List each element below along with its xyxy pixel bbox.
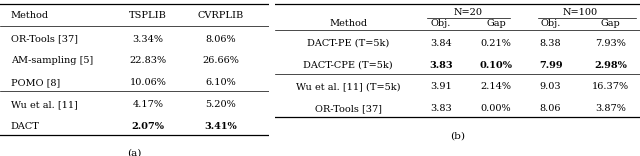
Text: 0.10%: 0.10% [479, 61, 513, 70]
Text: OR-Tools [37]: OR-Tools [37] [315, 104, 381, 113]
Text: DACT: DACT [11, 122, 40, 131]
Text: 8.38: 8.38 [540, 39, 561, 48]
Text: AM-sampling [5]: AM-sampling [5] [11, 56, 93, 65]
Text: 0.00%: 0.00% [481, 104, 511, 113]
Text: POMO [8]: POMO [8] [11, 78, 60, 87]
Text: 10.06%: 10.06% [129, 78, 166, 87]
Text: 16.37%: 16.37% [592, 82, 629, 91]
Text: 5.20%: 5.20% [205, 100, 236, 109]
Text: CVRPLIB: CVRPLIB [197, 11, 244, 20]
Text: Method: Method [11, 11, 49, 20]
Text: Wu et al. [11] (T=5k): Wu et al. [11] (T=5k) [296, 82, 401, 91]
Text: (a): (a) [127, 149, 141, 156]
Text: 26.66%: 26.66% [202, 56, 239, 65]
Text: 3.41%: 3.41% [204, 122, 237, 131]
Text: 3.87%: 3.87% [595, 104, 627, 113]
Text: (b): (b) [450, 131, 465, 140]
Text: Gap: Gap [601, 19, 621, 28]
Text: 22.83%: 22.83% [129, 56, 166, 65]
Text: 2.14%: 2.14% [481, 82, 511, 91]
Text: Obj.: Obj. [540, 19, 561, 28]
Text: OR-Tools [37]: OR-Tools [37] [11, 34, 77, 44]
Text: 7.99: 7.99 [539, 61, 563, 70]
Text: Method: Method [329, 19, 367, 28]
Text: 3.34%: 3.34% [132, 34, 163, 44]
Text: 6.10%: 6.10% [205, 78, 236, 87]
Text: 7.93%: 7.93% [595, 39, 627, 48]
Text: N=20: N=20 [454, 8, 483, 17]
Text: Wu et al. [11]: Wu et al. [11] [11, 100, 77, 109]
Text: 2.07%: 2.07% [131, 122, 164, 131]
Text: 9.03: 9.03 [540, 82, 561, 91]
Text: TSPLIB: TSPLIB [129, 11, 167, 20]
Text: Obj.: Obj. [431, 19, 451, 28]
Text: N=100: N=100 [563, 8, 597, 17]
Text: 8.06%: 8.06% [205, 34, 236, 44]
Text: 3.83: 3.83 [429, 61, 453, 70]
Text: 3.91: 3.91 [430, 82, 452, 91]
Text: 3.84: 3.84 [430, 39, 452, 48]
Text: DACT-CPE (T=5k): DACT-CPE (T=5k) [303, 61, 393, 70]
Text: 4.17%: 4.17% [132, 100, 163, 109]
Text: 3.83: 3.83 [430, 104, 452, 113]
Text: Gap: Gap [486, 19, 506, 28]
Text: 8.06: 8.06 [540, 104, 561, 113]
Text: 2.98%: 2.98% [595, 61, 627, 70]
Text: 0.21%: 0.21% [481, 39, 511, 48]
Text: DACT-PE (T=5k): DACT-PE (T=5k) [307, 39, 389, 48]
